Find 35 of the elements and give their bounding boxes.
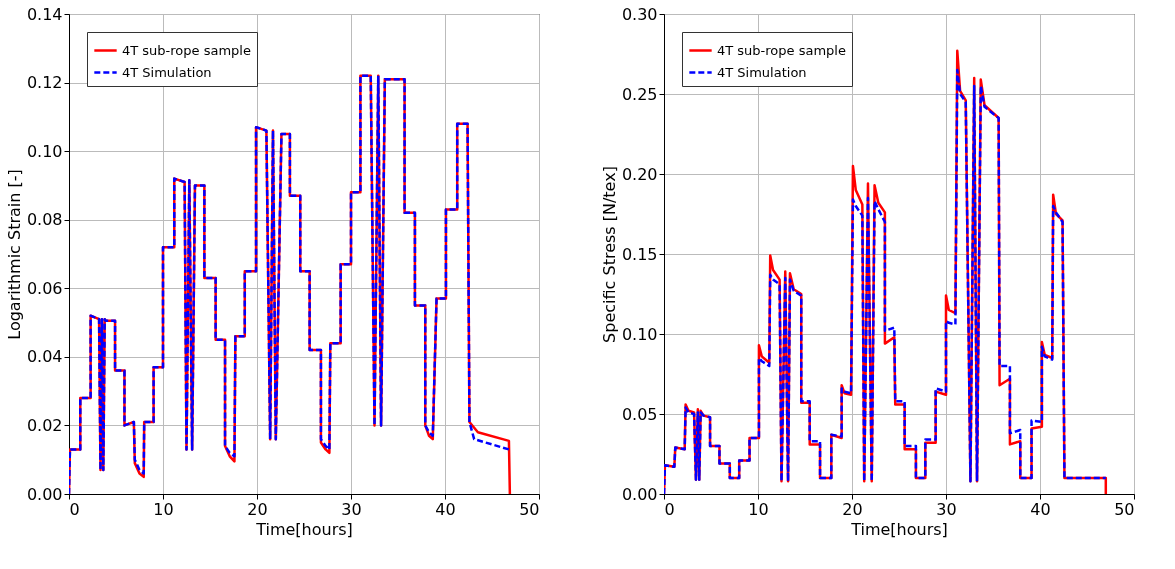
x-tick-label: 40 — [1030, 499, 1051, 519]
y-tick-label: 0.08 — [26, 210, 63, 230]
x-axis-title: Time[hours] — [255, 519, 353, 539]
y-tick-label: 0.10 — [26, 141, 63, 161]
legend-label: 4T Simulation — [122, 64, 212, 80]
y-tick-label: 0.00 — [26, 484, 63, 504]
x-tick-label: 0 — [69, 499, 80, 519]
y-tick-label: 0.12 — [26, 73, 63, 93]
x-tick-label: 40 — [435, 499, 456, 519]
y-tick-label: 0.14 — [26, 4, 63, 24]
x-tick-label: 50 — [1114, 499, 1135, 519]
y-tick-label: 0.30 — [621, 4, 658, 24]
y-tick-label: 0.00 — [621, 484, 658, 504]
legend-label: 4T sub-rope sample — [717, 42, 846, 58]
x-tick-label: 0 — [664, 499, 675, 519]
x-tick-label: 20 — [247, 499, 268, 519]
y-tick-label: 0.10 — [621, 324, 658, 344]
x-tick-label: 30 — [936, 499, 957, 519]
x-tick-label: 10 — [748, 499, 769, 519]
legend-label: 4T sub-rope sample — [122, 42, 251, 58]
y-tick-label: 0.15 — [621, 244, 658, 264]
x-axis-title: Time[hours] — [850, 519, 948, 539]
y-tick-label: 0.20 — [621, 164, 658, 184]
y-axis-title: Specific Stress [N/tex] — [599, 166, 619, 343]
x-tick-label: 30 — [341, 499, 362, 519]
x-tick-label: 20 — [842, 499, 863, 519]
y-axis-title: Logarithmic Strain [-] — [4, 169, 24, 340]
y-tick-label: 0.25 — [621, 84, 658, 104]
y-tick-label: 0.06 — [26, 278, 63, 298]
x-tick-label: 50 — [519, 499, 540, 519]
y-tick-label: 0.02 — [26, 415, 63, 435]
y-tick-label: 0.04 — [26, 347, 63, 367]
y-tick-label: 0.05 — [621, 404, 658, 424]
x-tick-label: 10 — [153, 499, 174, 519]
legend-label: 4T Simulation — [717, 64, 807, 80]
